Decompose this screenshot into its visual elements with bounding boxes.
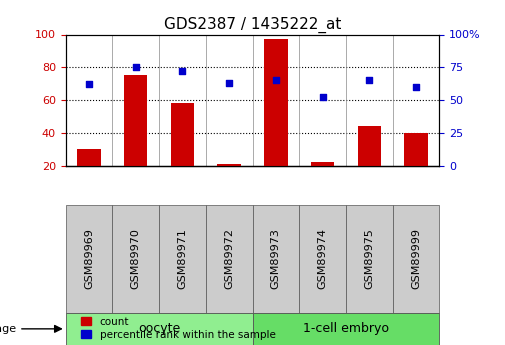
Bar [252,205,299,313]
Bar [346,205,393,313]
Text: development stage: development stage [0,324,17,334]
Bar [66,313,252,345]
Bar [113,205,159,313]
Text: GSM89973: GSM89973 [271,228,281,289]
Bar [358,126,381,166]
Text: GSM89974: GSM89974 [318,228,328,289]
Bar [311,162,334,166]
Legend: count, percentile rank within the sample: count, percentile rank within the sample [81,317,276,340]
Point [85,81,93,87]
Point [319,95,327,100]
Text: 1-cell embryo: 1-cell embryo [303,322,389,335]
Bar [171,104,194,166]
Text: oocyte: oocyte [138,322,180,335]
Bar [77,149,100,166]
Bar [264,39,287,166]
Title: GDS2387 / 1435222_at: GDS2387 / 1435222_at [164,17,341,33]
Point [132,65,140,70]
Text: GSM89969: GSM89969 [84,228,94,289]
Bar [405,133,428,166]
Bar [299,205,346,313]
Bar [159,205,206,313]
Bar [66,205,113,313]
Text: GSM89970: GSM89970 [131,228,141,289]
Point [412,84,420,90]
Bar [124,76,147,166]
Point [178,68,186,74]
Text: GSM89999: GSM89999 [411,228,421,289]
Bar [206,205,252,313]
Point [272,78,280,83]
Bar [393,205,439,313]
Point [225,80,233,86]
Bar [218,164,241,166]
Text: GSM89972: GSM89972 [224,228,234,289]
Bar [252,313,439,345]
Text: GSM89975: GSM89975 [364,228,374,289]
Text: GSM89971: GSM89971 [177,228,187,289]
Point [365,78,373,83]
